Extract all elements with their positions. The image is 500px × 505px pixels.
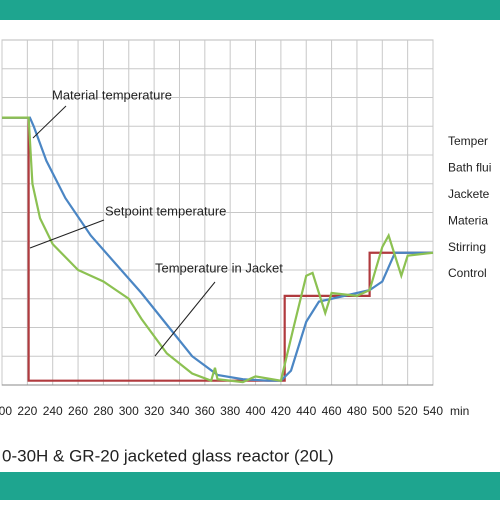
legend-item: Control	[448, 266, 487, 280]
x-tick-label: 520	[398, 404, 418, 418]
annotation-leader	[32, 105, 67, 139]
annotation: Material temperature	[52, 87, 172, 102]
x-tick-label: 540	[423, 404, 443, 418]
x-tick-label: 500	[372, 404, 392, 418]
legend-item: Materia	[448, 213, 488, 227]
x-tick-label: 480	[347, 404, 367, 418]
bottom-band	[0, 472, 500, 500]
x-tick-label: 220	[17, 404, 37, 418]
x-tick-label: 340	[169, 404, 189, 418]
x-tick-label: 320	[144, 404, 164, 418]
x-tick-label: 400	[246, 404, 266, 418]
series-line	[2, 116, 433, 382]
x-tick-label: 240	[43, 404, 63, 418]
x-tick-label: 300	[119, 404, 139, 418]
x-tick-label: 360	[195, 404, 215, 418]
legend-item: Bath flui	[448, 161, 491, 175]
legend-item: Jackete	[448, 187, 490, 201]
series-line	[2, 116, 433, 382]
x-tick-label: 260	[68, 404, 88, 418]
x-tick-label: 380	[220, 404, 240, 418]
x-unit: min	[450, 404, 469, 418]
annotation-leader	[154, 281, 216, 357]
series-line	[2, 116, 434, 384]
legend-item: Temper	[448, 134, 488, 148]
x-tick-label: 460	[322, 404, 342, 418]
top-band	[0, 0, 500, 20]
annotation: Setpoint temperature	[105, 203, 226, 218]
x-tick-label: 420	[271, 404, 291, 418]
x-tick-label: 200	[0, 404, 12, 418]
x-tick-label: 440	[296, 404, 316, 418]
x-tick-label: 280	[93, 404, 113, 418]
annotation-leader	[29, 219, 105, 249]
chart-title: 0-30H & GR-20 jacketed glass reactor (20…	[2, 446, 334, 465]
annotation: Temperature in Jacket	[155, 260, 283, 275]
legend-item: Stirring	[448, 240, 486, 254]
